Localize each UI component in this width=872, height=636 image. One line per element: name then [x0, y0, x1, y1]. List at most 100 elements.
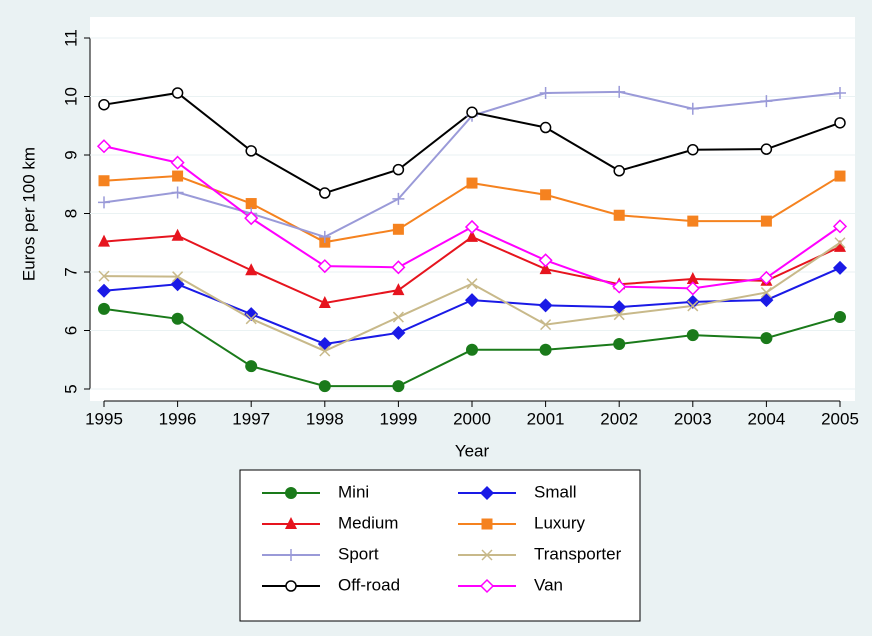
legend-label: Medium [338, 513, 398, 532]
marker [539, 121, 552, 134]
marker [171, 312, 184, 325]
x-tick-label: 2000 [453, 409, 491, 428]
y-tick-label: 7 [61, 267, 80, 276]
marker [760, 332, 773, 345]
marker [832, 219, 848, 234]
marker [392, 223, 404, 235]
marker [98, 302, 110, 315]
marker [760, 95, 773, 108]
marker [464, 219, 480, 235]
marker [245, 198, 257, 210]
y-tick-label: 8 [61, 209, 80, 218]
marker [244, 211, 259, 226]
y-tick-label: 9 [61, 150, 80, 159]
marker [319, 345, 331, 357]
marker [538, 253, 553, 268]
marker [613, 165, 625, 177]
marker [834, 170, 846, 182]
marker [392, 163, 405, 176]
marker [834, 237, 846, 249]
marker [317, 259, 332, 274]
x-tick-label: 2001 [527, 409, 565, 428]
legend-label: Van [534, 575, 563, 594]
marker [540, 189, 552, 201]
legend-label: Sport [338, 544, 379, 563]
marker [686, 329, 699, 342]
marker [465, 293, 479, 308]
marker [834, 86, 846, 99]
marker [834, 311, 846, 324]
marker [834, 239, 846, 252]
marker [391, 325, 406, 340]
marker [466, 177, 478, 189]
legend-marker [285, 580, 297, 592]
marker [759, 270, 774, 285]
marker [171, 228, 184, 241]
marker [96, 139, 112, 154]
x-tick-label: 1997 [232, 409, 270, 428]
marker [613, 337, 626, 350]
marker [98, 196, 110, 209]
marker [171, 87, 184, 99]
marker [170, 155, 185, 170]
marker [760, 143, 773, 155]
marker [466, 229, 478, 242]
marker [318, 230, 331, 243]
x-tick-label: 2005 [821, 409, 859, 428]
legend [239, 469, 641, 622]
marker [685, 281, 700, 296]
marker [391, 260, 406, 275]
marker [538, 298, 553, 313]
y-tick-label: 11 [61, 29, 80, 47]
marker [760, 286, 772, 299]
marker [466, 106, 478, 119]
marker [171, 186, 184, 199]
marker [245, 313, 257, 325]
marker [540, 319, 552, 331]
marker [539, 86, 552, 99]
legend-marker [480, 486, 494, 500]
x-tick-label: 1999 [379, 409, 417, 428]
marker [466, 343, 478, 356]
marker [686, 102, 699, 115]
legend-label: Off-road [338, 575, 400, 594]
marker [98, 234, 110, 247]
x-tick-label: 2004 [747, 409, 785, 428]
marker [613, 209, 625, 221]
marker [687, 143, 699, 156]
plot-area [90, 17, 855, 401]
legend-marker [479, 578, 495, 594]
marker [318, 296, 331, 309]
marker [98, 175, 110, 187]
legend-marker [285, 549, 297, 561]
legend-label: Small [534, 482, 577, 501]
legend-marker [481, 518, 493, 530]
x-tick-label: 1995 [85, 409, 123, 428]
legend-label: Mini [338, 482, 369, 501]
marker [687, 215, 699, 227]
marker [686, 272, 699, 285]
marker [539, 343, 552, 356]
marker [613, 85, 626, 98]
marker [319, 187, 331, 199]
marker [172, 271, 184, 283]
marker [97, 283, 111, 298]
legend-marker [285, 517, 297, 529]
marker [245, 360, 258, 373]
marker [687, 300, 699, 312]
marker [760, 215, 772, 227]
marker [244, 307, 259, 322]
x-axis-label: Year [455, 441, 490, 460]
y-tick-label: 5 [61, 384, 80, 393]
marker [98, 98, 110, 111]
marker [392, 311, 404, 323]
legend-label: Luxury [534, 513, 586, 532]
marker [392, 380, 405, 393]
marker [245, 263, 258, 276]
marker [539, 262, 552, 275]
x-tick-label: 1996 [159, 409, 197, 428]
marker [466, 278, 478, 290]
marker [613, 309, 625, 321]
marker [392, 192, 405, 205]
